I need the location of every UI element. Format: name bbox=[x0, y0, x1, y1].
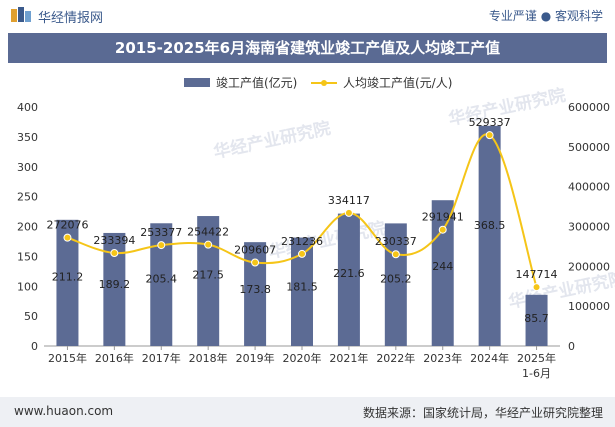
x-tick-label: 2025年 bbox=[517, 351, 556, 365]
legend-bar-label: 竣工产值(亿元) bbox=[216, 75, 297, 90]
bar-value-label: 217.5 bbox=[192, 269, 224, 282]
y-left-tick-label: 100 bbox=[17, 280, 38, 293]
bar-value-label: 221.6 bbox=[333, 267, 365, 280]
line-point bbox=[157, 241, 166, 250]
bar bbox=[197, 216, 220, 346]
line-point bbox=[204, 240, 213, 249]
y-right-tick-label: 200000 bbox=[568, 260, 610, 273]
legend-line-label: 人均竣工产值(元/人) bbox=[343, 75, 452, 90]
line-point bbox=[485, 131, 494, 140]
y-left-tick-label: 350 bbox=[17, 131, 38, 144]
legend: 竣工产值(亿元) 人均竣工产值(元/人) bbox=[184, 75, 452, 90]
y-right-tick-label: 500000 bbox=[568, 141, 610, 154]
x-tick-label: 2016年 bbox=[95, 351, 134, 365]
line-value-label: 233394 bbox=[93, 234, 135, 247]
bar-value-label: 211.2 bbox=[52, 271, 84, 284]
x-tick-label: 2023年 bbox=[423, 351, 462, 365]
bar-value-label: 205.2 bbox=[380, 273, 412, 286]
line-point bbox=[391, 250, 400, 259]
x-tick-label: 2017年 bbox=[142, 351, 181, 365]
y-right-tick-label: 100000 bbox=[568, 300, 610, 313]
line-point bbox=[298, 249, 306, 258]
line-value-label: 272076 bbox=[46, 219, 88, 232]
data-labels: 211.2 189.2 205.4 217.5 173.8 181.5 221.6 205.2… bbox=[46, 116, 557, 325]
bar-value-label: 85.7 bbox=[524, 312, 549, 325]
x-tick-label: 2019年 bbox=[236, 351, 275, 365]
watermark-text: 华经产业研究院 bbox=[212, 118, 333, 163]
legend-bar-swatch bbox=[184, 78, 210, 87]
legend-line-marker bbox=[321, 80, 327, 86]
bar bbox=[525, 294, 548, 346]
line-value-label: 231236 bbox=[281, 235, 323, 248]
top-bar: 华经情报网 专业严谨 ● 客观科学 bbox=[0, 0, 615, 30]
y-left-tick-label: 150 bbox=[17, 250, 38, 263]
data-source: 数据来源：国家统计局，华经产业研究院整理 bbox=[362, 406, 603, 420]
bar bbox=[337, 213, 360, 346]
x-tick-label: 2015年 bbox=[48, 351, 87, 365]
y-right-tick-label: 600000 bbox=[568, 101, 610, 114]
line-value-label: 230337 bbox=[375, 235, 417, 248]
y-right-tick-label: 400000 bbox=[568, 181, 610, 194]
y-left-tick-label: 0 bbox=[31, 340, 38, 353]
bar bbox=[56, 219, 79, 346]
line-value-label: 334117 bbox=[328, 194, 370, 207]
line-value-label: 529337 bbox=[469, 116, 511, 129]
chart-title: 2015-2025年6月海南省建筑业竣工产值及人均竣工产值 bbox=[8, 33, 607, 63]
bar-value-label: 244 bbox=[432, 260, 453, 273]
line-value-label: 209607 bbox=[234, 244, 276, 257]
bar-value-label: 205.4 bbox=[146, 273, 178, 286]
line-point bbox=[110, 249, 119, 258]
line-value-label: 253377 bbox=[140, 226, 182, 239]
footer: www.huaon.com 数据来源：国家统计局，华经产业研究院整理 bbox=[0, 397, 615, 427]
y-left-tick-label: 400 bbox=[17, 101, 38, 114]
y-left-tick-label: 50 bbox=[24, 310, 38, 323]
line-point bbox=[63, 233, 72, 242]
bar bbox=[244, 242, 267, 346]
website-link[interactable]: www.huaon.com bbox=[14, 404, 114, 418]
line-value-label: 254422 bbox=[187, 226, 229, 239]
bar-value-label: 189.2 bbox=[99, 278, 131, 291]
bar bbox=[478, 125, 501, 346]
bar bbox=[150, 223, 173, 346]
bar bbox=[103, 232, 126, 346]
x-tick-label: 2018年 bbox=[189, 351, 228, 365]
x-tick-label: 2020年 bbox=[283, 351, 322, 365]
line-value-label: 147714 bbox=[516, 268, 558, 281]
x-tick-label: 1-6月 bbox=[522, 367, 551, 380]
x-tick-label: 2022年 bbox=[376, 351, 415, 365]
y-right-tick-label: 0 bbox=[568, 340, 575, 353]
brand-name[interactable]: 华经情报网 bbox=[38, 11, 104, 26]
line-series bbox=[63, 131, 541, 292]
brand-tags: 专业严谨 ● 客观科学 bbox=[488, 9, 603, 23]
y-left-tick-label: 250 bbox=[17, 191, 38, 204]
line-point bbox=[251, 258, 260, 267]
line-point bbox=[438, 225, 447, 234]
bar-value-label: 368.5 bbox=[474, 219, 506, 232]
bar-value-label: 173.8 bbox=[239, 283, 271, 296]
bar-value-label: 181.5 bbox=[286, 280, 318, 293]
line-point bbox=[344, 208, 353, 217]
bar bbox=[291, 237, 313, 346]
huajing-logo-icon bbox=[11, 7, 31, 22]
y-left-tick-label: 300 bbox=[17, 161, 38, 174]
line-point bbox=[532, 283, 541, 292]
x-tick-label: 2021年 bbox=[329, 351, 368, 365]
y-right-tick-label: 300000 bbox=[568, 221, 610, 234]
y-left-tick-label: 200 bbox=[17, 221, 38, 234]
x-tick-label: 2024年 bbox=[470, 351, 509, 365]
line-value-label: 291941 bbox=[422, 211, 464, 224]
